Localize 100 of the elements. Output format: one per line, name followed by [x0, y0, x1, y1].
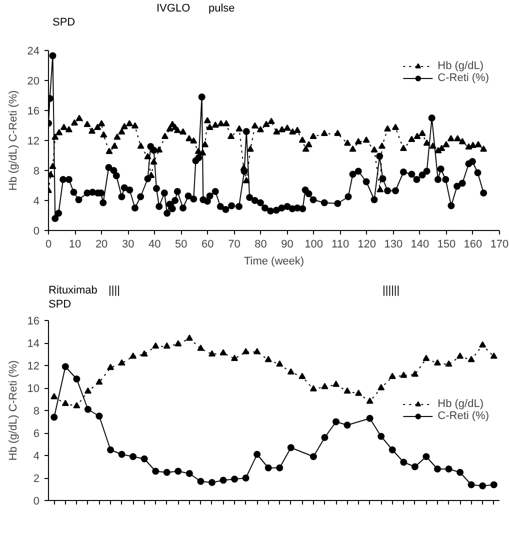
y-tick-label: 14 — [27, 338, 40, 350]
y-tick-label: 0 — [33, 496, 40, 508]
point — [344, 422, 351, 429]
point — [174, 468, 182, 475]
point — [50, 414, 58, 421]
point — [445, 360, 452, 367]
y-axis-title: Hb (g/dL) C-Reti (%) — [7, 90, 20, 191]
text: IVGLO — [156, 2, 191, 14]
y-tick-label: 16 — [27, 316, 40, 328]
point — [400, 458, 408, 466]
point — [96, 412, 103, 420]
point — [321, 434, 328, 441]
text: |||| — [108, 284, 120, 296]
point — [231, 476, 238, 483]
point — [84, 387, 92, 394]
text: SPD — [48, 298, 72, 310]
point — [276, 464, 284, 472]
point — [445, 466, 452, 472]
point — [208, 350, 216, 356]
point — [366, 398, 374, 404]
x-tick-label: 140 — [410, 238, 430, 250]
y-tick-label: 12 — [27, 136, 40, 148]
point — [73, 402, 80, 408]
point — [456, 352, 464, 359]
point — [118, 359, 126, 366]
point — [107, 364, 114, 370]
x-tick-label: 40 — [148, 238, 161, 250]
x-tick-label: 0 — [45, 238, 52, 250]
text: Rituximab — [48, 284, 98, 296]
y-tick-label: 10 — [27, 383, 40, 395]
point — [130, 453, 137, 460]
x-tick-label: 170 — [490, 238, 509, 250]
point — [197, 478, 204, 485]
point — [468, 481, 475, 488]
point — [434, 466, 441, 472]
point — [332, 380, 340, 387]
point — [140, 455, 148, 462]
point — [197, 344, 204, 351]
y-tick-label: 4 — [33, 450, 40, 462]
point — [321, 382, 328, 390]
legend-label: C-Reti (%) — [438, 410, 489, 422]
point — [400, 372, 408, 378]
x-tick-label: 150 — [437, 238, 456, 250]
point — [186, 470, 193, 477]
point — [422, 453, 430, 460]
point — [174, 340, 182, 346]
point — [186, 334, 193, 341]
point — [163, 468, 170, 476]
point — [287, 444, 294, 452]
y-tick-label: 4 — [33, 196, 40, 208]
y-axis-title: Hb (g/dL) C-Reti (%) — [7, 360, 20, 461]
x-tick-label: 60 — [202, 238, 214, 250]
point — [152, 468, 160, 475]
y-tick-label: 0 — [33, 226, 40, 238]
legend-label: Hb (g/dL) — [438, 398, 484, 410]
point — [355, 390, 362, 396]
point — [298, 372, 306, 379]
point — [411, 370, 418, 377]
point — [254, 450, 261, 458]
point — [479, 482, 486, 490]
point — [332, 418, 340, 426]
point — [310, 385, 317, 392]
point — [388, 372, 396, 379]
point — [456, 468, 464, 476]
point — [310, 453, 317, 460]
point — [411, 463, 418, 470]
y-tick-label: 8 — [33, 166, 40, 178]
x-tick-label: 80 — [254, 238, 267, 250]
point — [220, 349, 227, 356]
x-tick-label: 100 — [304, 238, 323, 250]
point — [422, 354, 430, 361]
point — [140, 350, 148, 356]
y-tick-label: 16 — [27, 106, 40, 118]
legend-label: Hb (g/dL) — [438, 60, 484, 72]
text: SPD — [52, 16, 76, 28]
point — [490, 481, 498, 488]
point — [118, 450, 126, 458]
y-tick-label: 2 — [33, 473, 40, 485]
point — [130, 352, 137, 359]
x-tick-label: 160 — [464, 238, 482, 250]
x-tick-label: 110 — [332, 238, 350, 250]
y-tick-label: 8 — [33, 406, 40, 418]
y-tick-label: 20 — [27, 76, 40, 88]
x-axis-title: Time (week) — [244, 256, 304, 268]
point — [287, 368, 294, 374]
point — [242, 348, 250, 354]
point — [208, 479, 216, 486]
point — [50, 393, 58, 400]
x-tick-label: 70 — [228, 238, 240, 250]
y-tick-label: 12 — [27, 360, 40, 372]
point — [344, 387, 351, 394]
point — [107, 446, 114, 454]
x-tick-label: 90 — [281, 238, 294, 250]
point — [388, 446, 396, 454]
point — [152, 342, 160, 349]
x-tick-label: 50 — [175, 238, 188, 250]
point — [84, 406, 92, 413]
point — [366, 414, 374, 422]
point — [62, 400, 69, 406]
x-tick-label: 30 — [122, 238, 134, 250]
